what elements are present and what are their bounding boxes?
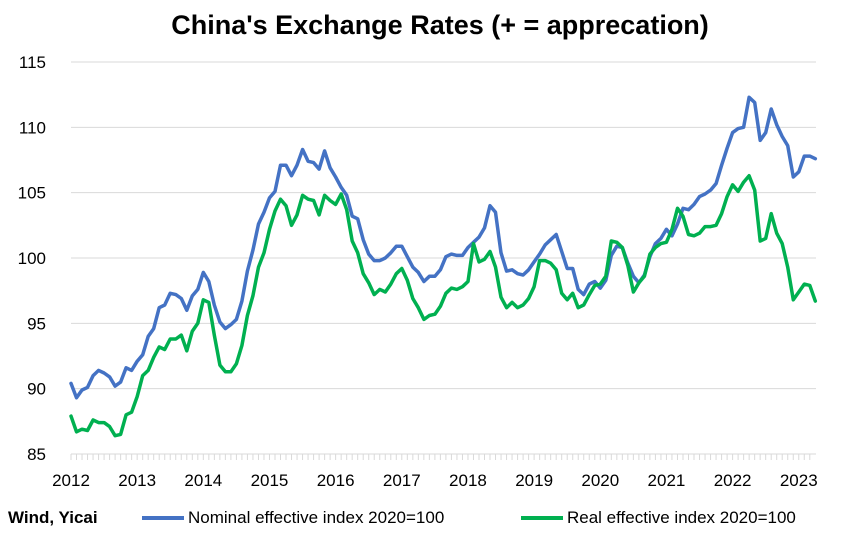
y-tick-label: 105: [18, 184, 46, 203]
gridlines: [70, 61, 816, 460]
legend-label-real: Real effective index 2020=100: [567, 508, 796, 527]
x-tick-label: 2020: [581, 471, 619, 490]
x-tick-label: 2013: [118, 471, 156, 490]
x-tick-label: 2022: [714, 471, 752, 490]
y-tick-label: 85: [27, 445, 46, 464]
series-lines: [69, 95, 818, 438]
chart-title: China's Exchange Rates (+ = apprecation): [171, 10, 709, 40]
y-tick-label: 95: [27, 314, 46, 333]
x-tick-label: 2019: [515, 471, 553, 490]
legend-label-nominal: Nominal effective index 2020=100: [188, 508, 444, 527]
y-tick-label: 90: [27, 380, 46, 399]
x-tick-label: 2018: [449, 471, 487, 490]
real-series-line: [69, 173, 818, 438]
x-tick-label: 2015: [251, 471, 289, 490]
x-tick-label: 2023: [780, 471, 818, 490]
legend: Wind, Yicai Nominal effective index 2020…: [8, 508, 796, 527]
x-tick-label: 2012: [52, 471, 90, 490]
x-tick-label: 2017: [383, 471, 421, 490]
x-axis-tick-labels: 2012 2013 2014 2015 2016 2017 2018 2019 2020 2021…: [52, 471, 818, 490]
y-tick-label: 100: [18, 249, 46, 268]
x-tick-label: 2014: [184, 471, 222, 490]
y-tick-label: 115: [19, 53, 46, 72]
x-axis: [70, 453, 812, 460]
nominal-series-line: [69, 95, 818, 400]
y-tick-label: 110: [19, 118, 46, 137]
y-axis-tick-labels: 85 90 95 100 105 110 115: [18, 53, 46, 464]
x-tick-label: 2021: [648, 471, 686, 490]
source-label: Wind, Yicai: [8, 508, 98, 527]
x-tick-label: 2016: [317, 471, 355, 490]
